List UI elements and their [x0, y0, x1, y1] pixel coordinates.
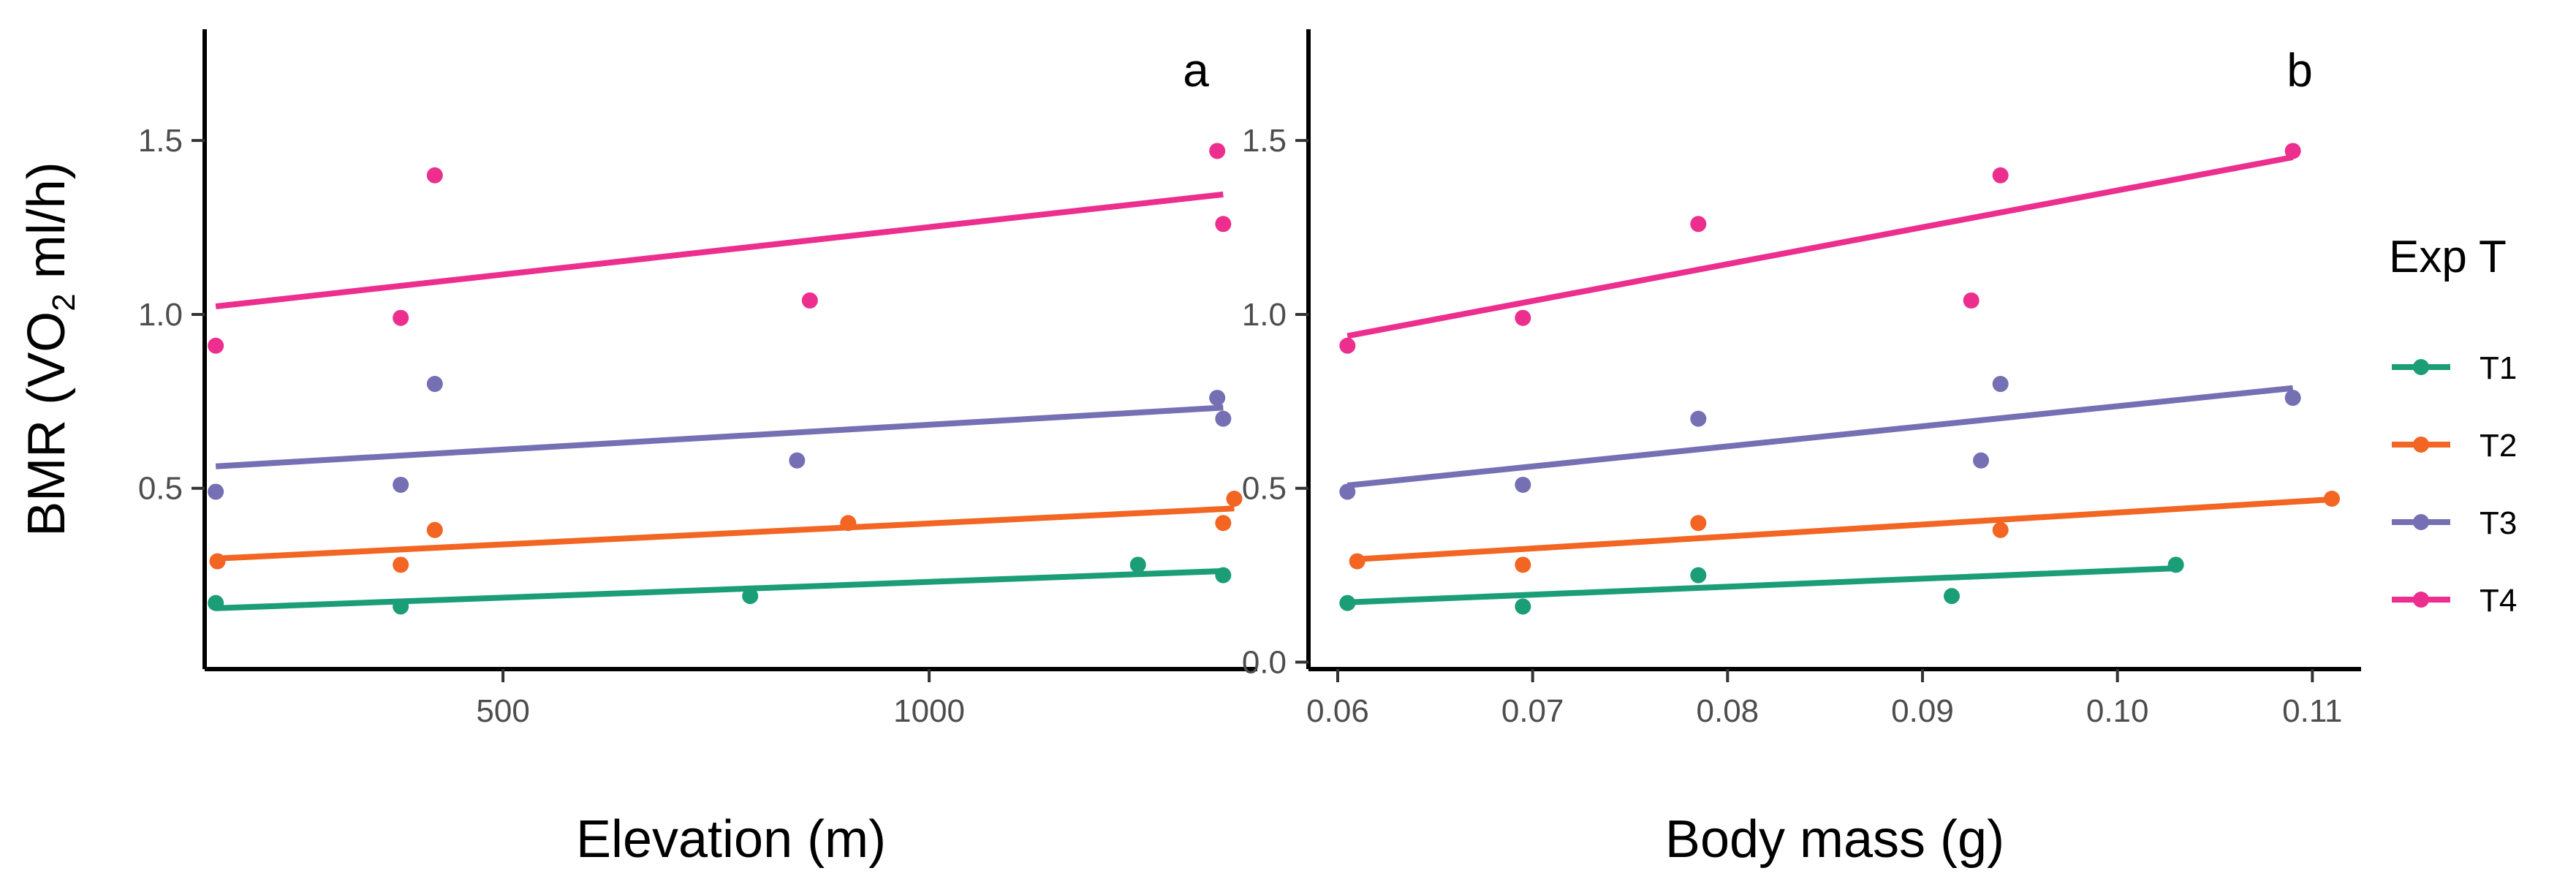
panel-b-y-tick-label: 0.0 — [1242, 644, 1287, 680]
panel-b: 0.06 0.07 0.08 0.09 0.10 0.11 0.0 0.5 1.0 1.5 Body… — [1242, 29, 2361, 869]
panel-b-series-t2-fit-line — [1357, 496, 2333, 562]
panel-b-x-tick-label: 0.10 — [2086, 693, 2149, 729]
panel-a-series-t2-point — [840, 515, 857, 532]
legend-label: T4 — [2480, 583, 2517, 619]
panel-b-series-t2-point — [1349, 553, 1365, 570]
panel-a-series-t3-point — [789, 452, 806, 469]
panel-a-y-tick-label: 0.5 — [138, 471, 183, 507]
panel-a-series-t1-fit-line — [216, 567, 1224, 611]
panel-a-series-t3-fit-line — [215, 404, 1224, 469]
panel-b-x-tick-label: 0.11 — [2282, 693, 2342, 729]
panel-a-series-t2-point — [1215, 515, 1232, 532]
legend-item-t4: T4 — [2392, 583, 2517, 619]
panel-b-series-t1-point — [1515, 598, 1531, 615]
panel-a-x-axis-title: Elevation (m) — [576, 810, 886, 869]
panel-b-x-axis-title: Body mass (g) — [1665, 810, 2004, 869]
panel-a-x-tick-label: 500 — [476, 693, 529, 729]
panel-a-y-tick-label: 1.5 — [138, 123, 183, 159]
panel-a: 500 1000 0.5 1.0 1.5 Elevation (m) BMR (VO2 ml… — [18, 29, 1257, 869]
panel-b-series-t4-point — [1690, 216, 1707, 233]
panel-a-series-t4-point — [1215, 216, 1232, 233]
panel-b-x-tick-label: 0.08 — [1697, 693, 1759, 729]
panel-b-series-t2-point — [1690, 515, 1707, 532]
panel-b-series-t4-fit-line — [1346, 154, 2294, 339]
panel-a-series-t4-point — [801, 292, 818, 309]
panel-b-y-tick-label: 0.5 — [1242, 471, 1287, 507]
panel-b-x-tick-label: 0.06 — [1306, 693, 1369, 729]
panel-a-series-t1-point — [742, 588, 759, 605]
panel-a-series-t1-point — [393, 598, 409, 615]
panel-b-series-t2-point — [1515, 556, 1531, 573]
y-axis-title-suffix: ml/h) — [18, 162, 76, 293]
panel-b-letter: b — [2287, 44, 2313, 97]
panel-b-x-tick-label: 0.07 — [1501, 693, 1564, 729]
panel-b-series-t4-point — [1963, 292, 1980, 309]
y-axis-title: BMR (VO2 ml/h) — [18, 162, 82, 537]
legend-item-t1: T1 — [2392, 350, 2517, 386]
panel-b-y-tick-label: 1.0 — [1242, 297, 1287, 333]
panel-a-series-t2-point — [393, 556, 409, 573]
legend: Exp T T1 T2 T3 T4 — [2389, 232, 2517, 619]
panel-b-series-t3-point — [2284, 390, 2301, 407]
y-axis-title-prefix: BMR (VO — [18, 312, 76, 537]
panel-a-series-t1-point — [1129, 556, 1146, 573]
panel-b-series-t1-point — [2167, 556, 2184, 573]
y-axis-title-subscript: 2 — [46, 293, 82, 311]
legend-key-point — [2413, 437, 2429, 453]
panel-a-series-t3-point — [393, 476, 409, 493]
panel-a-series-t1-point — [208, 595, 224, 611]
legend-key-point — [2413, 514, 2429, 530]
legend-key-point — [2413, 359, 2429, 375]
panel-b-series-t1-fit-line — [1347, 565, 2176, 605]
panel-a-series-t2-point — [1226, 490, 1243, 507]
panel-b-series-t4-point — [1515, 309, 1531, 326]
panel-a-series-t4-point — [426, 167, 443, 184]
panel-b-x-tick-label: 0.09 — [1891, 693, 1954, 729]
panel-b-series-t4-point — [2284, 143, 2301, 159]
panel-a-series-t3-point — [426, 376, 443, 393]
panel-a-letter: a — [1183, 44, 1209, 97]
panel-b-series-t3-point — [1992, 376, 2009, 393]
panel-a-series-t4-point — [393, 309, 409, 326]
legend-label: T1 — [2480, 350, 2517, 386]
panel-b-series-t3-fit-line — [1346, 385, 2294, 488]
panel-a-series-t3-point — [1215, 410, 1232, 427]
panel-a-series-t3-point — [208, 483, 224, 500]
panel-b-series-t3-point — [1690, 410, 1707, 427]
panel-a-series-t4-point — [1209, 143, 1226, 159]
panel-a-series-t4-fit-line — [215, 191, 1224, 309]
panel-a-x-tick-label: 1000 — [893, 693, 965, 729]
legend-key-point — [2413, 592, 2429, 608]
panel-b-series-t1-point — [1339, 595, 1356, 611]
panel-a-series-t3-point — [1209, 390, 1226, 407]
panel-b-series-t4-point — [1339, 337, 1356, 354]
panel-b-series-t1-point — [1690, 567, 1707, 584]
panel-b-series-t3-point — [1973, 452, 1989, 469]
panel-b-series-t2-point — [1992, 521, 2009, 538]
panel-a-y-tick-label: 1.0 — [138, 297, 183, 333]
panel-b-series-t2-point — [2324, 490, 2340, 507]
legend-item-t3: T3 — [2392, 505, 2517, 541]
panel-a-series-t2-point — [426, 521, 443, 538]
panel-b-series-t4-point — [1992, 167, 2009, 184]
panel-b-series-t3-point — [1515, 476, 1531, 493]
panel-a-series-t2-fit-line — [217, 505, 1235, 562]
legend-label: T3 — [2480, 505, 2517, 541]
panel-a-series-t2-point — [209, 553, 226, 570]
panel-b-series-t1-point — [1944, 588, 1960, 605]
panel-a-series-t4-point — [208, 337, 224, 354]
panel-b-series-t3-point — [1339, 483, 1356, 500]
legend-item-t2: T2 — [2392, 428, 2517, 464]
legend-title: Exp T — [2389, 232, 2507, 282]
panel-a-series-t1-point — [1215, 567, 1232, 584]
panel-b-y-tick-label: 1.5 — [1242, 123, 1287, 159]
legend-label: T2 — [2480, 428, 2517, 464]
